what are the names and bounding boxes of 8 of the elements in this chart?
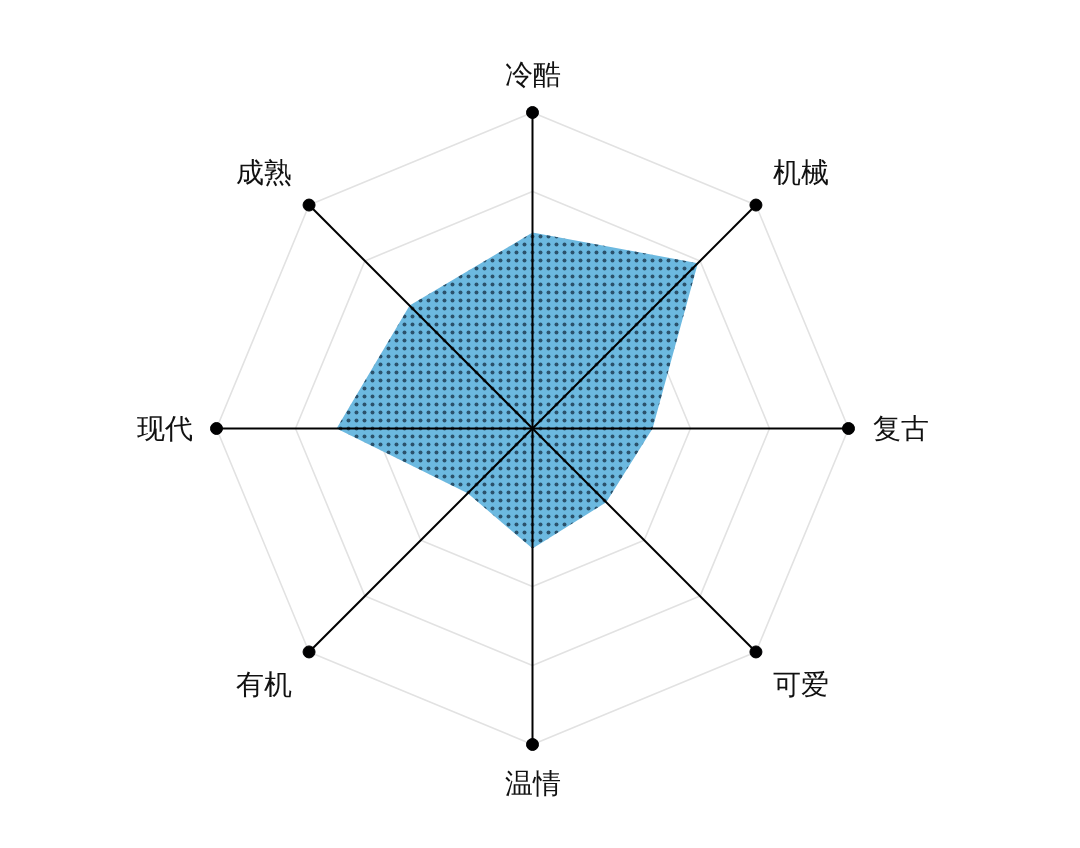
spoke-label: 机械 [772, 156, 829, 190]
spoke-label: 温情 [504, 766, 561, 800]
spoke-label: 现代 [136, 412, 193, 445]
spoke-label: 有机 [236, 667, 293, 701]
spoke-label: 成熟 [236, 156, 293, 190]
spoke-label: 可爱 [772, 667, 829, 701]
spoke-label: 冷酷 [504, 57, 561, 91]
spoke-label: 复古 [872, 412, 929, 445]
